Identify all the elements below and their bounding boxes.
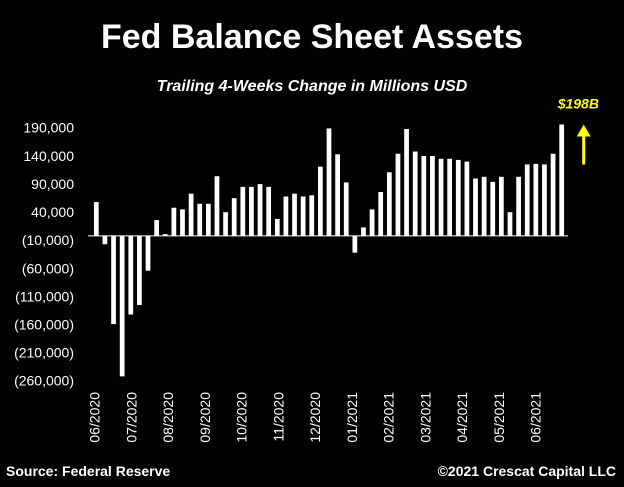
bar <box>542 164 547 236</box>
y-tick-label: 90,000 <box>31 176 74 192</box>
chart-title: Fed Balance Sheet Assets <box>100 18 524 56</box>
up-arrow-icon <box>576 124 591 165</box>
x-tick-label: 09/2020 <box>197 392 213 443</box>
bar <box>421 155 427 236</box>
bar <box>318 166 323 236</box>
bar <box>205 203 211 236</box>
copyright-note: ©2021 Crescat Capital LLC <box>437 463 616 479</box>
bar <box>352 235 358 253</box>
bar <box>464 161 470 236</box>
x-tick-label: 05/2021 <box>491 392 507 443</box>
x-tick-label: 11/2020 <box>270 392 286 442</box>
bar <box>550 153 556 236</box>
bar <box>274 218 280 236</box>
y-tick-label: 190,000 <box>23 120 74 136</box>
bar <box>309 195 315 236</box>
x-tick-label: 06/2021 <box>528 392 544 443</box>
bar <box>335 154 340 236</box>
bar <box>507 212 513 236</box>
bar <box>119 235 125 377</box>
y-tick-label: (160,000) <box>14 316 74 332</box>
bar <box>369 209 375 236</box>
bar <box>171 207 177 236</box>
bar <box>257 184 263 236</box>
x-tick-label: 07/2020 <box>123 392 139 443</box>
bar <box>154 220 160 236</box>
x-tick-label: 10/2020 <box>234 392 250 443</box>
bar <box>145 235 151 271</box>
bar <box>266 186 272 236</box>
bar <box>438 158 444 236</box>
y-tick-label: 140,000 <box>23 148 74 164</box>
x-tick-label: 12/2020 <box>307 392 323 443</box>
bar <box>404 129 409 236</box>
bar <box>231 198 237 236</box>
source-note: Source: Federal Reserve <box>6 463 171 479</box>
bar <box>162 234 168 236</box>
bar <box>137 235 142 305</box>
bar <box>412 151 418 236</box>
y-tick-label: (10,000) <box>22 232 74 248</box>
x-tick-label: 02/2021 <box>381 392 397 443</box>
bar <box>524 164 530 236</box>
bar <box>292 193 297 236</box>
y-tick-label: (60,000) <box>22 260 74 276</box>
bar <box>395 153 401 236</box>
bar <box>490 181 496 236</box>
x-tick-label: 08/2020 <box>160 392 176 443</box>
annotation-label: $198B <box>557 96 599 112</box>
chart-subtitle: Trailing 4-Weeks Change in Millions USD <box>156 78 468 95</box>
bar <box>361 227 366 236</box>
bar <box>481 176 487 236</box>
bar <box>240 186 246 236</box>
bar <box>559 124 565 236</box>
x-tick-label: 01/2021 <box>344 392 360 443</box>
x-tick-label: 06/2020 <box>87 392 103 443</box>
bar <box>214 176 220 236</box>
bar <box>386 172 392 236</box>
bar <box>283 196 289 236</box>
x-tick-label: 04/2021 <box>454 392 470 443</box>
bar <box>455 159 461 236</box>
bar <box>447 158 453 236</box>
bar <box>473 178 478 236</box>
bar <box>223 212 228 236</box>
y-tick-label: (260,000) <box>14 373 74 389</box>
bar <box>102 235 108 245</box>
bar <box>326 128 332 236</box>
bar <box>111 235 116 325</box>
bar <box>188 193 194 236</box>
x-tick-label: 03/2021 <box>417 392 433 443</box>
bar <box>93 202 99 236</box>
bar <box>498 176 504 236</box>
bar <box>430 155 435 236</box>
y-tick-label: 40,000 <box>31 204 74 220</box>
y-tick-label: (110,000) <box>15 288 74 304</box>
bar <box>249 186 254 236</box>
bar <box>197 203 203 236</box>
bar <box>378 191 384 236</box>
bar <box>128 235 134 315</box>
bar <box>180 209 185 236</box>
bar <box>300 196 306 236</box>
y-tick-label: (210,000) <box>14 345 74 361</box>
bar <box>533 163 539 236</box>
bar <box>343 182 349 236</box>
bar <box>516 176 521 236</box>
